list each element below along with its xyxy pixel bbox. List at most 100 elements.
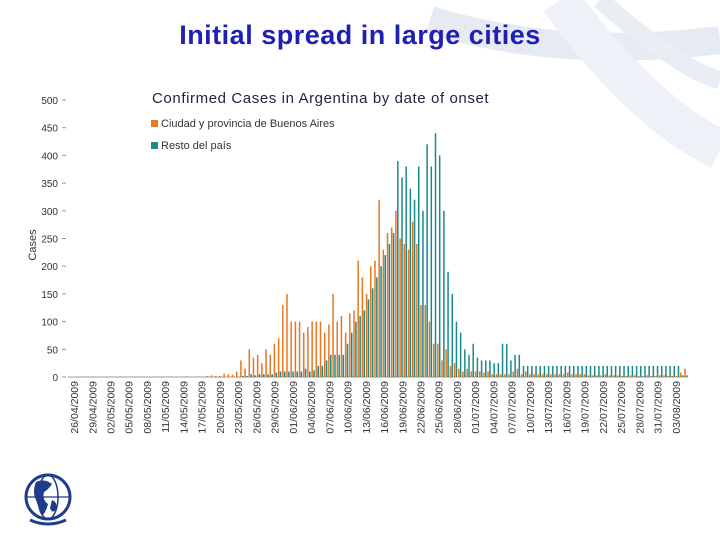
- x-tick-label: 07/06/2009: [324, 381, 336, 434]
- bar-resto-del-pais: [392, 232, 395, 377]
- bar-resto-del-pais: [309, 371, 311, 377]
- bar-resto-del-pais: [459, 332, 462, 377]
- bar-buenos-aires: [592, 375, 594, 377]
- x-tick-label: 26/04/2009: [69, 381, 81, 434]
- x-tick-label: 14/05/2009: [178, 381, 190, 434]
- bar-resto-del-pais: [606, 365, 609, 377]
- bar-buenos-aires: [596, 375, 598, 377]
- bars: [185, 133, 688, 377]
- x-tick-label: 01/07/2009: [470, 381, 482, 434]
- bar-resto-del-pais: [660, 365, 663, 377]
- bar-buenos-aires: [478, 371, 481, 377]
- bar-resto-del-pais: [681, 375, 684, 377]
- bar-resto-del-pais: [321, 365, 324, 377]
- bar-buenos-aires: [353, 310, 355, 377]
- bar-buenos-aires: [520, 374, 523, 377]
- x-axis: 26/04/2009 29/04/2009 02/05/2009 05/05/2009…: [68, 376, 688, 434]
- bar-buenos-aires: [416, 244, 418, 377]
- bar-buenos-aires: [365, 293, 368, 377]
- x-tick-label: 19/06/2009: [397, 381, 409, 434]
- y-tick-label: 0: [52, 373, 58, 384]
- bar-buenos-aires: [269, 354, 271, 377]
- bar-resto-del-pais: [413, 199, 416, 377]
- bar-buenos-aires: [550, 374, 552, 377]
- bar-buenos-aires: [252, 357, 255, 377]
- bar-resto-del-pais: [547, 365, 550, 377]
- bar-resto-del-pais: [564, 365, 567, 377]
- bar-buenos-aires: [516, 368, 519, 377]
- y-tick-label: 100: [41, 318, 58, 329]
- x-tick-label: 04/07/2009: [488, 381, 500, 434]
- bar-resto-del-pais: [288, 371, 290, 377]
- bar-resto-del-pais: [296, 371, 299, 377]
- bar-buenos-aires: [680, 372, 682, 377]
- bar-resto-del-pais: [267, 374, 269, 377]
- bar-buenos-aires: [395, 210, 397, 377]
- bar-buenos-aires: [449, 365, 452, 377]
- bar-buenos-aires: [525, 371, 527, 377]
- bar-buenos-aires: [499, 374, 502, 377]
- bar-buenos-aires: [650, 375, 653, 377]
- bar-resto-del-pais: [644, 365, 646, 377]
- bar-buenos-aires: [483, 372, 485, 377]
- bar-buenos-aires: [336, 321, 338, 377]
- x-tick-label: 13/06/2009: [361, 381, 373, 434]
- x-tick-label: 16/07/2009: [561, 381, 573, 434]
- bar-resto-del-pais: [577, 365, 579, 377]
- bar-buenos-aires: [491, 374, 493, 377]
- bar-resto-del-pais: [426, 144, 428, 377]
- bar-buenos-aires: [621, 375, 623, 377]
- bar-buenos-aires: [437, 343, 439, 377]
- bar-resto-del-pais: [451, 293, 454, 377]
- x-tick-label: 17/05/2009: [197, 381, 209, 434]
- bar-buenos-aires: [282, 304, 284, 377]
- y-tick-label: 500: [41, 96, 58, 107]
- bar-resto-del-pais: [501, 343, 504, 377]
- bar-resto-del-pais: [640, 365, 642, 377]
- bar-resto-del-pais: [304, 368, 307, 377]
- bar-resto-del-pais: [518, 354, 521, 377]
- bar-buenos-aires: [240, 360, 242, 377]
- bar-resto-del-pais: [623, 365, 625, 377]
- y-axis-label: Cases: [27, 229, 39, 261]
- bar-resto-del-pais: [531, 365, 533, 377]
- bar-resto-del-pais: [514, 354, 516, 377]
- bar-buenos-aires: [633, 375, 636, 377]
- x-tick-label: 28/06/2009: [452, 381, 464, 434]
- y-tick-label: 400: [41, 151, 58, 162]
- bar-buenos-aires: [642, 375, 644, 377]
- bar-resto-del-pais: [510, 360, 512, 377]
- bar-buenos-aires: [319, 321, 322, 377]
- bar-resto-del-pais: [635, 365, 638, 377]
- x-tick-label: 10/07/2009: [525, 381, 537, 434]
- bar-resto-del-pais: [652, 365, 655, 377]
- legend-label: Resto del país: [161, 140, 232, 152]
- x-tick-label: 29/05/2009: [270, 381, 282, 434]
- bar-buenos-aires: [307, 327, 309, 377]
- bar-buenos-aires: [340, 316, 343, 377]
- bar-resto-del-pais: [346, 343, 349, 377]
- bar-resto-del-pais: [497, 363, 500, 377]
- bar-buenos-aires: [675, 375, 678, 377]
- chart-title: Confirmed Cases in Argentina by date of …: [152, 90, 489, 107]
- bar-buenos-aires: [654, 375, 657, 377]
- bar-resto-del-pais: [648, 365, 650, 377]
- bar-resto-del-pais: [275, 372, 278, 377]
- bar-buenos-aires: [357, 260, 359, 377]
- y-tick-label: 350: [41, 179, 58, 190]
- bar-resto-del-pais: [443, 210, 445, 377]
- bar-resto-del-pais: [455, 321, 458, 377]
- x-tick-label: 11/05/2009: [160, 381, 172, 433]
- bar-buenos-aires: [223, 373, 225, 377]
- bar-buenos-aires: [612, 375, 615, 377]
- x-tick-label: 08/05/2009: [142, 381, 154, 434]
- bar-buenos-aires: [323, 332, 326, 377]
- bar-buenos-aires: [625, 375, 628, 377]
- bar-buenos-aires: [332, 293, 334, 377]
- bar-buenos-aires: [638, 375, 640, 377]
- legend-swatch: [151, 120, 158, 127]
- bar-buenos-aires: [399, 238, 401, 377]
- bar-resto-del-pais: [573, 365, 575, 377]
- bar-buenos-aires: [684, 368, 686, 377]
- bar-buenos-aires: [349, 313, 351, 377]
